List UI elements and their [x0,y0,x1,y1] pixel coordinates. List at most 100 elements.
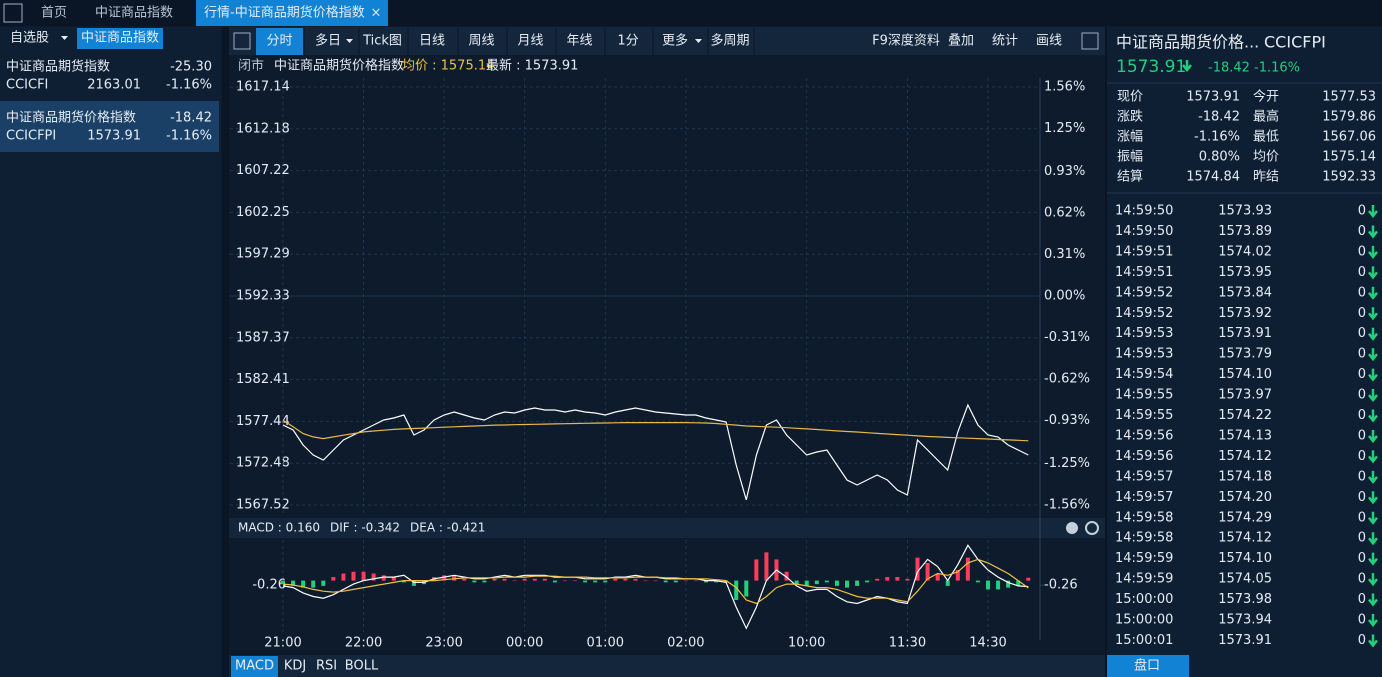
tick-time: 14:59:51 [1115,244,1173,259]
close-icon[interactable]: × [371,6,382,21]
macd-bar [905,578,910,581]
stat-label: 今开 [1253,89,1279,105]
tick-time: 14:59:53 [1115,347,1173,362]
indicator-tab[interactable]: MACD [235,659,274,674]
watch-button[interactable] [77,28,163,49]
panel-icon[interactable] [1081,32,1099,50]
active-tab[interactable] [231,656,278,677]
indicator-label: MACD : 0.160 [238,521,320,535]
tab[interactable]: 行情-中证商品期货价格指数 [204,5,365,21]
macd-bar [693,580,698,582]
toolbar-button[interactable]: 年线 [566,34,592,49]
toolbar-button[interactable]: 1分 [617,34,638,49]
toolbar-button[interactable]: 画线 [1036,34,1062,49]
toolbar-button[interactable]: 更多 [662,33,688,49]
macd-bar [291,580,296,586]
tick-volume: 0 [1358,388,1366,403]
item-change: -18.42 [170,111,212,126]
down-arrow [1368,470,1378,484]
active-button[interactable] [256,28,303,55]
watch-button-label[interactable]: 中证商品指数 [81,31,159,46]
macd-bar [371,573,376,581]
x-tick-label: 00:00 [506,636,543,651]
tick-volume: 0 [1358,347,1366,362]
quote-change: -18.42 [1208,61,1250,76]
tick-time: 14:59:56 [1115,449,1173,464]
toolbar-button[interactable]: 多日 [315,33,341,49]
settings-icon[interactable] [1085,521,1099,535]
macd-bar [986,580,990,590]
tick-price: 1574.29 [1218,510,1272,525]
y-tick-label: 1592.33 [236,289,290,304]
macd-bar [532,578,537,581]
active-tab[interactable] [196,0,388,26]
quote-code: CCICFPI [1264,33,1326,52]
macd-bar [875,578,880,581]
close-indicator[interactable] [1066,522,1078,534]
macd-bar [845,580,849,588]
y-tick-label: 1602.25 [236,205,290,220]
tick-volume: 0 [1358,613,1366,628]
tick-volume: 0 [1358,244,1366,259]
y2-tick-label: -1.56% [1044,498,1090,513]
panel-icon[interactable] [233,32,251,50]
tick-volume: 0 [1358,633,1366,648]
item-pct: -1.16% [166,129,212,144]
menu-icon[interactable] [3,3,23,23]
down-arrow [1368,450,1378,464]
toolbar-button[interactable]: 日线 [419,34,445,49]
macd-bar [512,580,517,582]
toolbar-button[interactable]: 分时 [266,34,292,49]
x-tick-label: 14:30 [969,636,1006,651]
dropdown[interactable]: 自选股 [10,31,49,46]
y-tick-label: 1572.48 [236,456,290,471]
orderbook-button[interactable] [1107,655,1189,677]
macd-bar [502,578,507,581]
tick-price: 1574.05 [1218,572,1272,587]
tick-volume: 0 [1358,408,1366,423]
tick-price: 1574.12 [1218,449,1272,464]
toolbar-button[interactable]: Tick图 [362,34,402,49]
tick-time: 15:00:00 [1115,613,1173,628]
down-arrow [1368,205,1378,219]
y-tick-label: 1617.14 [236,80,290,95]
orderbook-label[interactable]: 盘口 [1134,658,1160,674]
toolbar-button[interactable]: 月线 [517,34,543,49]
tab[interactable]: 首页 [41,6,67,21]
tick-time: 14:59:51 [1115,265,1173,280]
divider [222,27,229,677]
toolbar-button[interactable]: 叠加 [948,34,974,49]
macd-bar [542,578,547,581]
macd-bar [865,580,870,583]
down-arrow [1368,368,1378,382]
x-tick-label: 23:00 [425,636,462,651]
item-name[interactable]: 中证商品期货价格指数 [6,110,136,126]
toolbar-button[interactable]: F9深度资料 [872,33,940,49]
stat-label: 结算 [1117,170,1143,185]
down-arrow [1368,348,1378,362]
tick-price: 1573.91 [1218,326,1272,341]
toolbar-button[interactable]: 周线 [468,34,494,49]
tick-time: 14:59:57 [1115,490,1173,505]
down-arrow [1368,225,1378,239]
tick-price: 1574.18 [1218,469,1272,484]
selected-item [0,101,219,152]
macd-bar [281,580,285,585]
stat-label: 昨结 [1253,170,1279,185]
quote-panel [1107,27,1382,677]
macd-bar [663,580,668,583]
toolbar-button[interactable]: 统计 [992,34,1018,49]
indicator-tab[interactable]: RSI [316,659,337,674]
macd-bar [492,578,497,581]
tab[interactable]: 中证商品指数 [95,6,173,21]
indicator-tab[interactable]: BOLL [345,659,379,674]
tick-volume: 0 [1358,572,1366,587]
y2-tick-label: -0.31% [1044,330,1090,345]
macd-bar [724,580,729,583]
tick-volume: 0 [1358,204,1366,219]
item-name[interactable]: 中证商品期货指数 [6,59,110,75]
indicator-tab[interactable]: KDJ [284,659,306,674]
tick-price: 1574.13 [1218,428,1272,443]
toolbar-button[interactable]: 多周期 [710,33,749,49]
item-change: -25.30 [170,60,212,75]
